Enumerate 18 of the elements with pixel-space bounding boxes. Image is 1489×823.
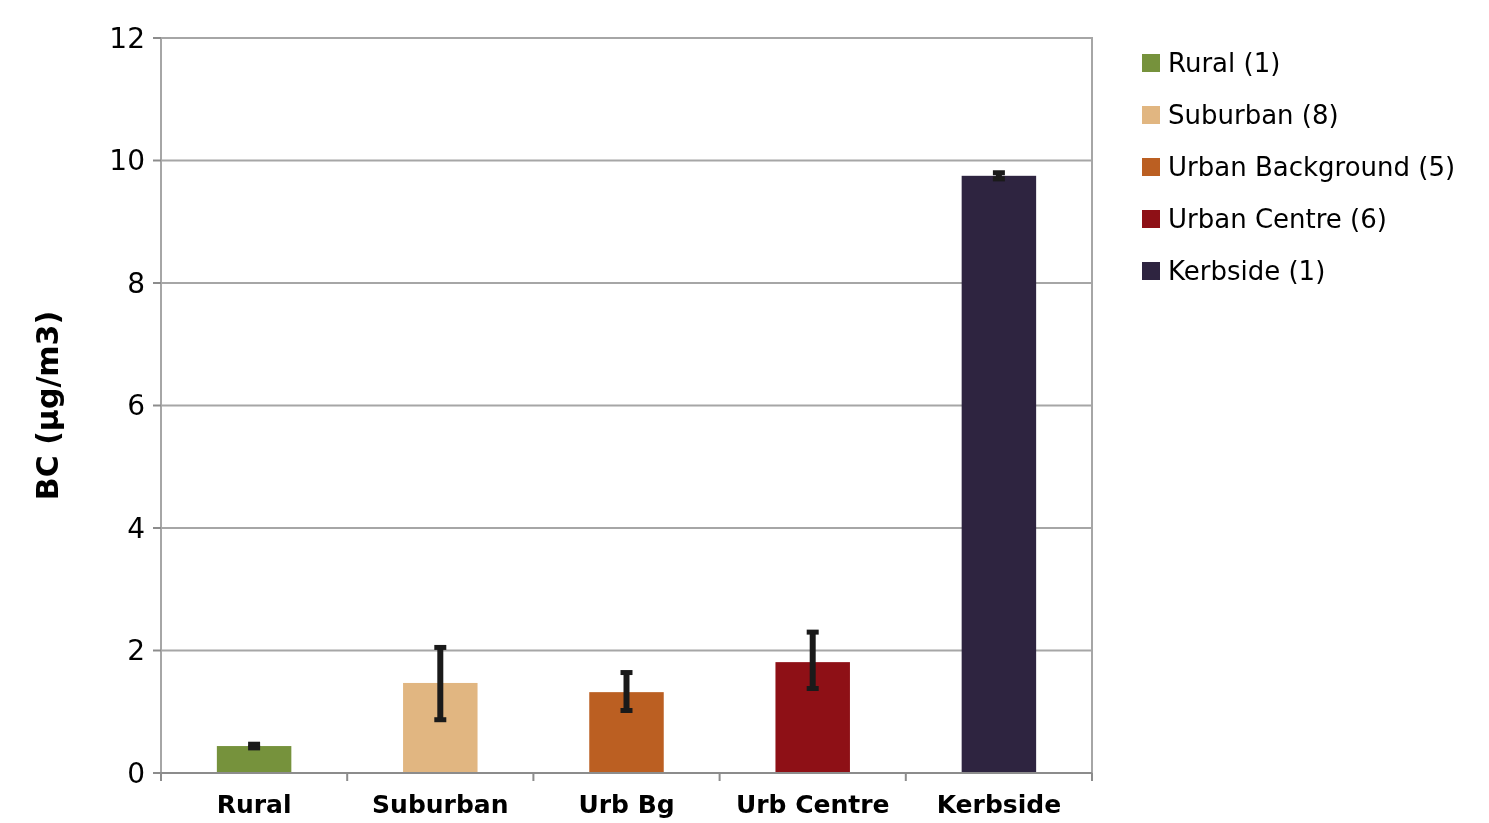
- legend-label: Suburban (8): [1168, 100, 1339, 131]
- x-tick-label: Urb Bg: [578, 790, 675, 819]
- x-tick-label: Suburban: [372, 790, 509, 819]
- y-tick-label: 4: [127, 511, 145, 545]
- y-tick-label: 8: [127, 266, 145, 300]
- y-tick-label: 0: [127, 756, 145, 790]
- x-tick-label: Rural: [216, 790, 292, 819]
- y-axis-title: BC (µg/m3): [30, 310, 65, 501]
- legend-label: Urban Background (5): [1168, 152, 1456, 183]
- legend-label: Rural (1): [1168, 48, 1281, 79]
- y-tick-label: 12: [109, 21, 145, 55]
- legend-label: Urban Centre (6): [1168, 204, 1387, 235]
- y-tick-label: 10: [109, 144, 145, 178]
- x-tick-label: Kerbside: [936, 790, 1062, 819]
- y-tick-label: 6: [127, 389, 145, 423]
- legend-label: Kerbside (1): [1168, 256, 1326, 287]
- y-tick-label: 2: [127, 634, 145, 668]
- x-tick-label: Urb Centre: [735, 790, 890, 819]
